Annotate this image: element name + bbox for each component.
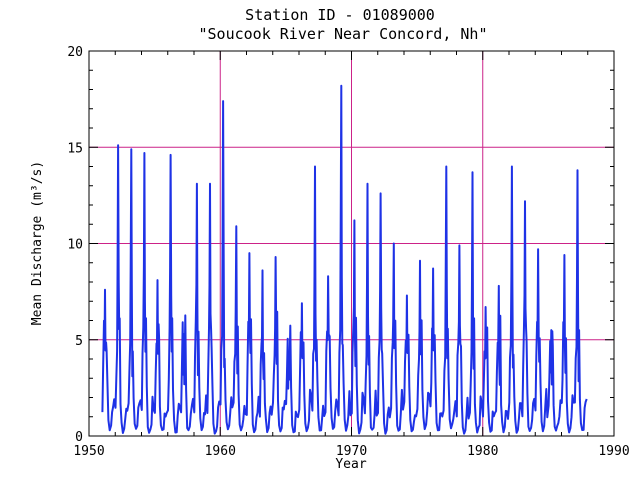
axis-ticks [88,50,615,437]
x-tick-label-1970: 1970 [336,444,367,459]
y-tick-label-10: 10 [67,238,83,253]
x-axis-label: Year [335,457,366,472]
discharge-line [101,84,588,435]
x-tick-label-1980: 1980 [467,444,498,459]
x-tick-label-1990: 1990 [598,444,629,459]
y-tick-label-5: 5 [75,334,83,349]
x-tick-label-1960: 1960 [205,444,236,459]
discharge-series [101,84,588,435]
y-axis-label: Mean Discharge (m³/s) [30,161,45,325]
y-tick-label-0: 0 [75,430,83,445]
chart-title-line-2: "Soucook River Near Concord, Nh" [199,25,488,43]
y-tick-label-20: 20 [67,45,83,60]
y-tick-label-15: 15 [67,141,83,156]
tick-labels: 1950 1960 1970 1980 1990 0 5 10 15 20 [67,45,629,459]
x-tick-label-1950: 1950 [73,444,104,459]
chart-title-line-1: Station ID - 01089000 [245,6,435,24]
